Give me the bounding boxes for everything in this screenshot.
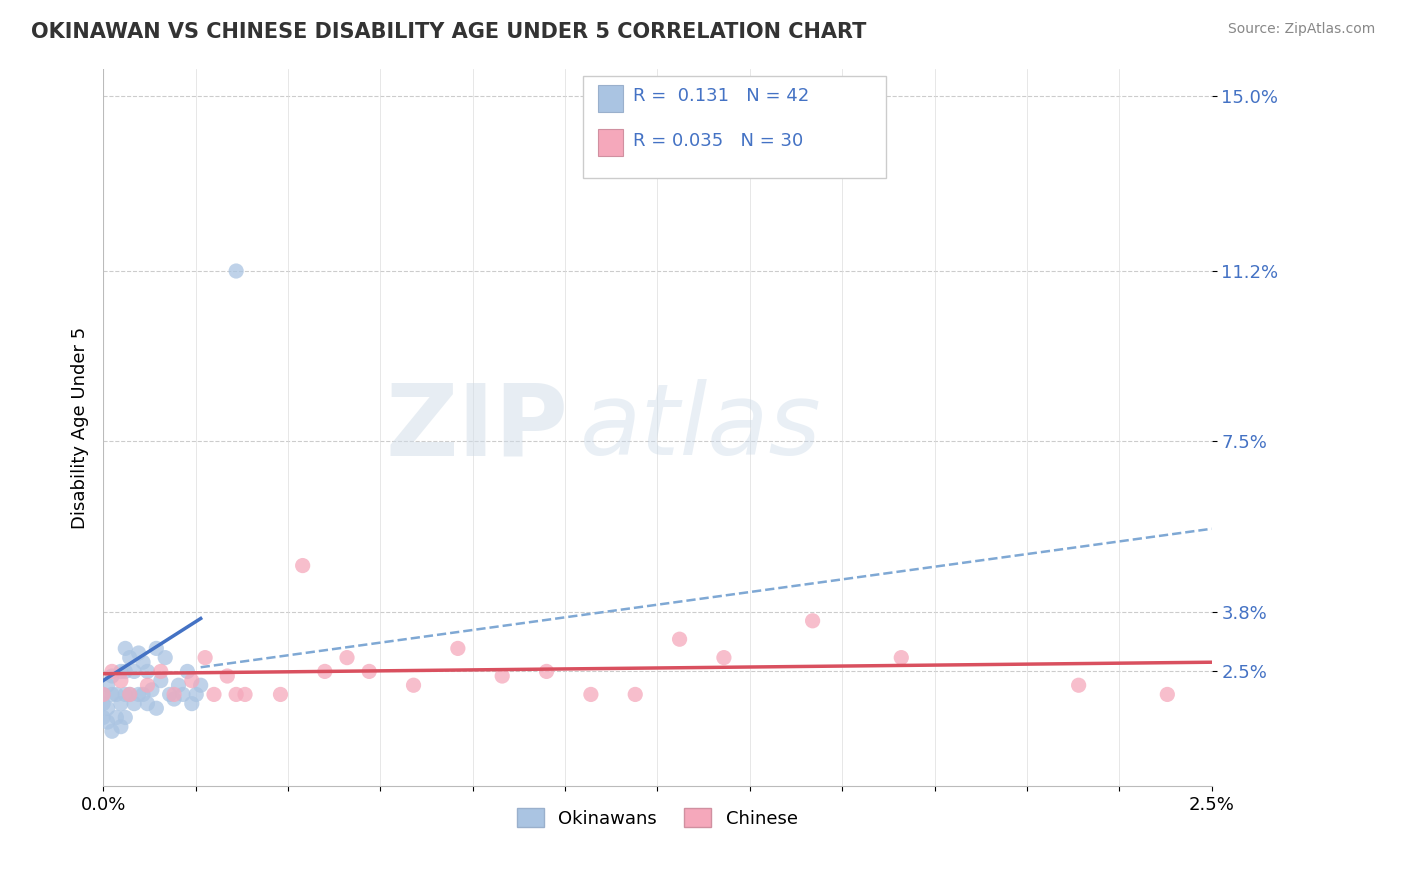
Point — [136, 665, 159, 679]
Point — [136, 678, 159, 692]
Point — [624, 688, 647, 702]
Point — [145, 641, 167, 656]
Text: R =  0.131   N = 42: R = 0.131 N = 42 — [633, 87, 808, 105]
Point — [194, 650, 217, 665]
Point — [91, 697, 114, 711]
Point — [91, 688, 114, 702]
Point — [202, 688, 225, 702]
Point — [110, 697, 132, 711]
Point — [114, 688, 136, 702]
Point — [217, 669, 239, 683]
Point — [890, 650, 912, 665]
Point — [149, 673, 172, 688]
Point — [97, 714, 120, 729]
Point — [128, 688, 150, 702]
Point — [180, 697, 202, 711]
Point — [163, 692, 186, 706]
Point — [132, 688, 155, 702]
Text: OKINAWAN VS CHINESE DISABILITY AGE UNDER 5 CORRELATION CHART: OKINAWAN VS CHINESE DISABILITY AGE UNDER… — [31, 22, 866, 42]
Text: ZIP: ZIP — [385, 379, 568, 476]
Point — [159, 688, 181, 702]
Point — [1067, 678, 1090, 692]
Point — [167, 678, 190, 692]
Point — [180, 673, 202, 688]
Point — [190, 678, 212, 692]
Point — [536, 665, 558, 679]
Point — [91, 688, 114, 702]
Point — [101, 724, 124, 739]
Y-axis label: Disability Age Under 5: Disability Age Under 5 — [72, 326, 89, 529]
Point — [132, 655, 155, 669]
Point — [118, 688, 141, 702]
Point — [225, 264, 247, 278]
Point — [110, 665, 132, 679]
Text: atlas: atlas — [579, 379, 821, 476]
Point — [114, 641, 136, 656]
Point — [97, 701, 120, 715]
Point — [155, 650, 177, 665]
Point — [491, 669, 513, 683]
Point — [713, 650, 735, 665]
Point — [402, 678, 425, 692]
Point — [149, 665, 172, 679]
Point — [118, 688, 141, 702]
Point — [136, 697, 159, 711]
Point — [101, 665, 124, 679]
Point — [163, 688, 186, 702]
Point — [97, 678, 120, 692]
Point — [118, 650, 141, 665]
Point — [225, 688, 247, 702]
Point — [291, 558, 314, 573]
Point — [114, 710, 136, 724]
Point — [110, 673, 132, 688]
Legend: Okinawans, Chinese: Okinawans, Chinese — [510, 801, 806, 835]
Point — [668, 632, 690, 647]
Point — [336, 650, 359, 665]
Point — [314, 665, 336, 679]
Point — [105, 688, 128, 702]
Point — [359, 665, 381, 679]
Point — [110, 720, 132, 734]
Point — [128, 646, 150, 660]
Point — [122, 665, 145, 679]
Text: Source: ZipAtlas.com: Source: ZipAtlas.com — [1227, 22, 1375, 37]
Point — [233, 688, 256, 702]
Point — [186, 688, 208, 702]
Point — [141, 682, 163, 697]
Point — [269, 688, 291, 702]
Point — [579, 688, 602, 702]
Point — [176, 665, 198, 679]
Point — [105, 710, 128, 724]
Point — [801, 614, 824, 628]
Point — [172, 688, 194, 702]
Point — [145, 701, 167, 715]
Point — [114, 665, 136, 679]
Point — [101, 688, 124, 702]
Point — [447, 641, 470, 656]
Point — [91, 710, 114, 724]
Point — [122, 697, 145, 711]
Text: R = 0.035   N = 30: R = 0.035 N = 30 — [633, 132, 803, 150]
Point — [1156, 688, 1178, 702]
Point — [101, 669, 124, 683]
